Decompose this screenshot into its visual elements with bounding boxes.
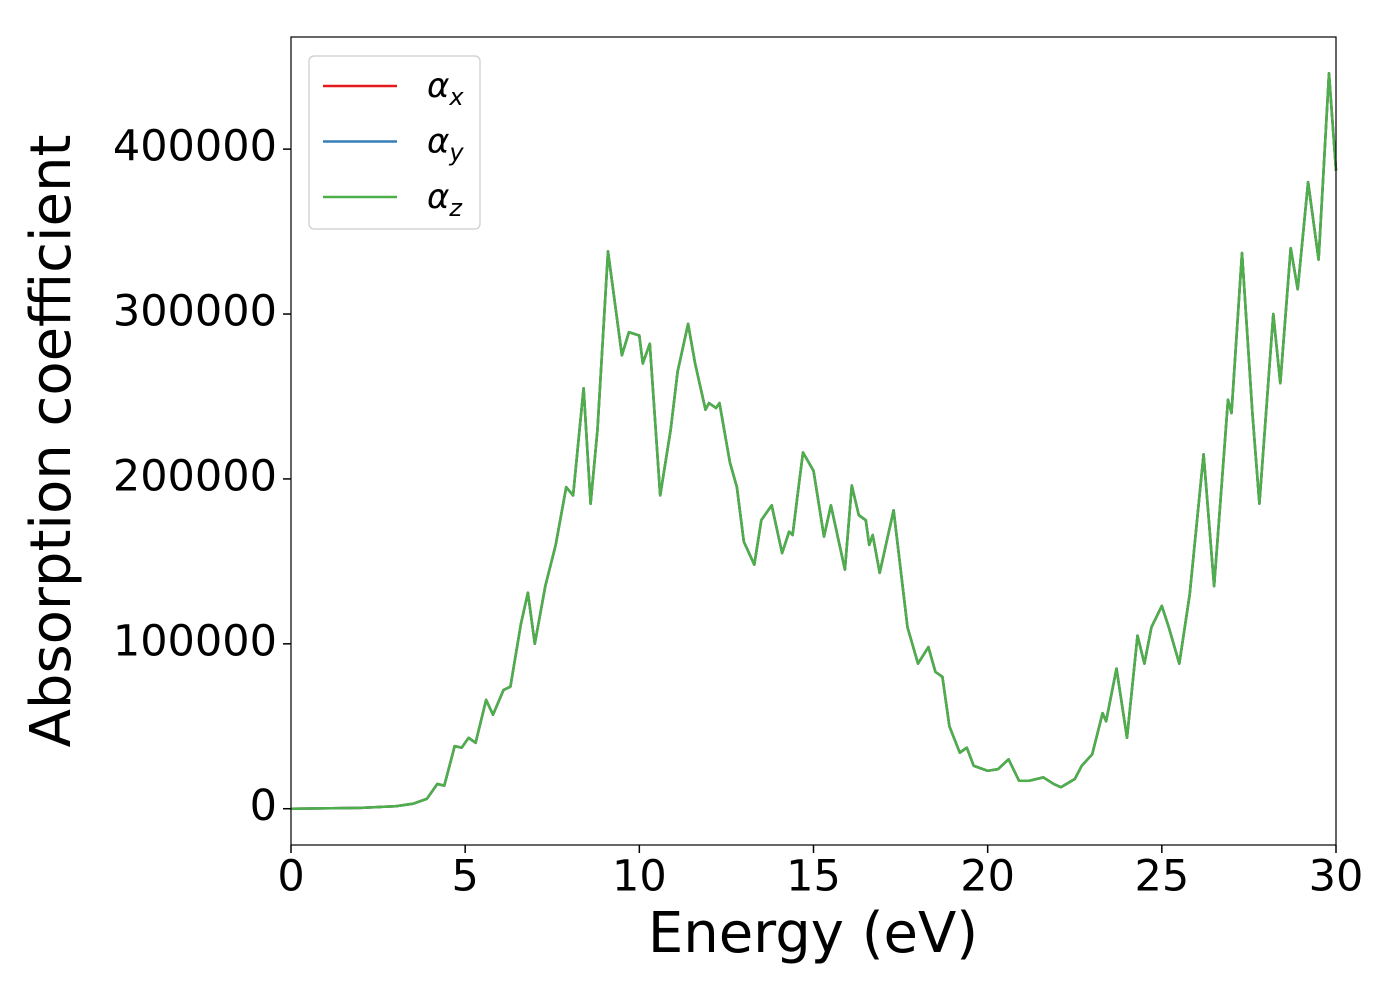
x-axis-title: Energy (eV) [648,901,978,966]
y-tick-label: 0 [250,781,277,831]
y-tick-label: 100000 [113,616,277,666]
legend-label: αy [427,122,464,167]
x-tick-label: 30 [1309,852,1364,902]
y-tick-label: 300000 [113,287,277,337]
data-line [290,72,1338,810]
plot-frame [290,36,1337,846]
legend-label: αx [427,66,464,111]
y-tick-label: 200000 [113,451,277,501]
x-tick-label: 25 [1134,852,1189,902]
x-tick-label: 10 [612,852,667,902]
x-tick-label: 0 [277,852,304,902]
y-tick-label: 400000 [113,122,277,172]
x-tick-label: 20 [960,852,1015,902]
legend-label: αz [427,177,463,222]
x-tick-label: 15 [786,852,841,902]
x-tick-label: 5 [451,852,478,902]
legend: αx αy αz [308,55,481,230]
y-axis-title: Absorption coefficient [19,135,84,748]
